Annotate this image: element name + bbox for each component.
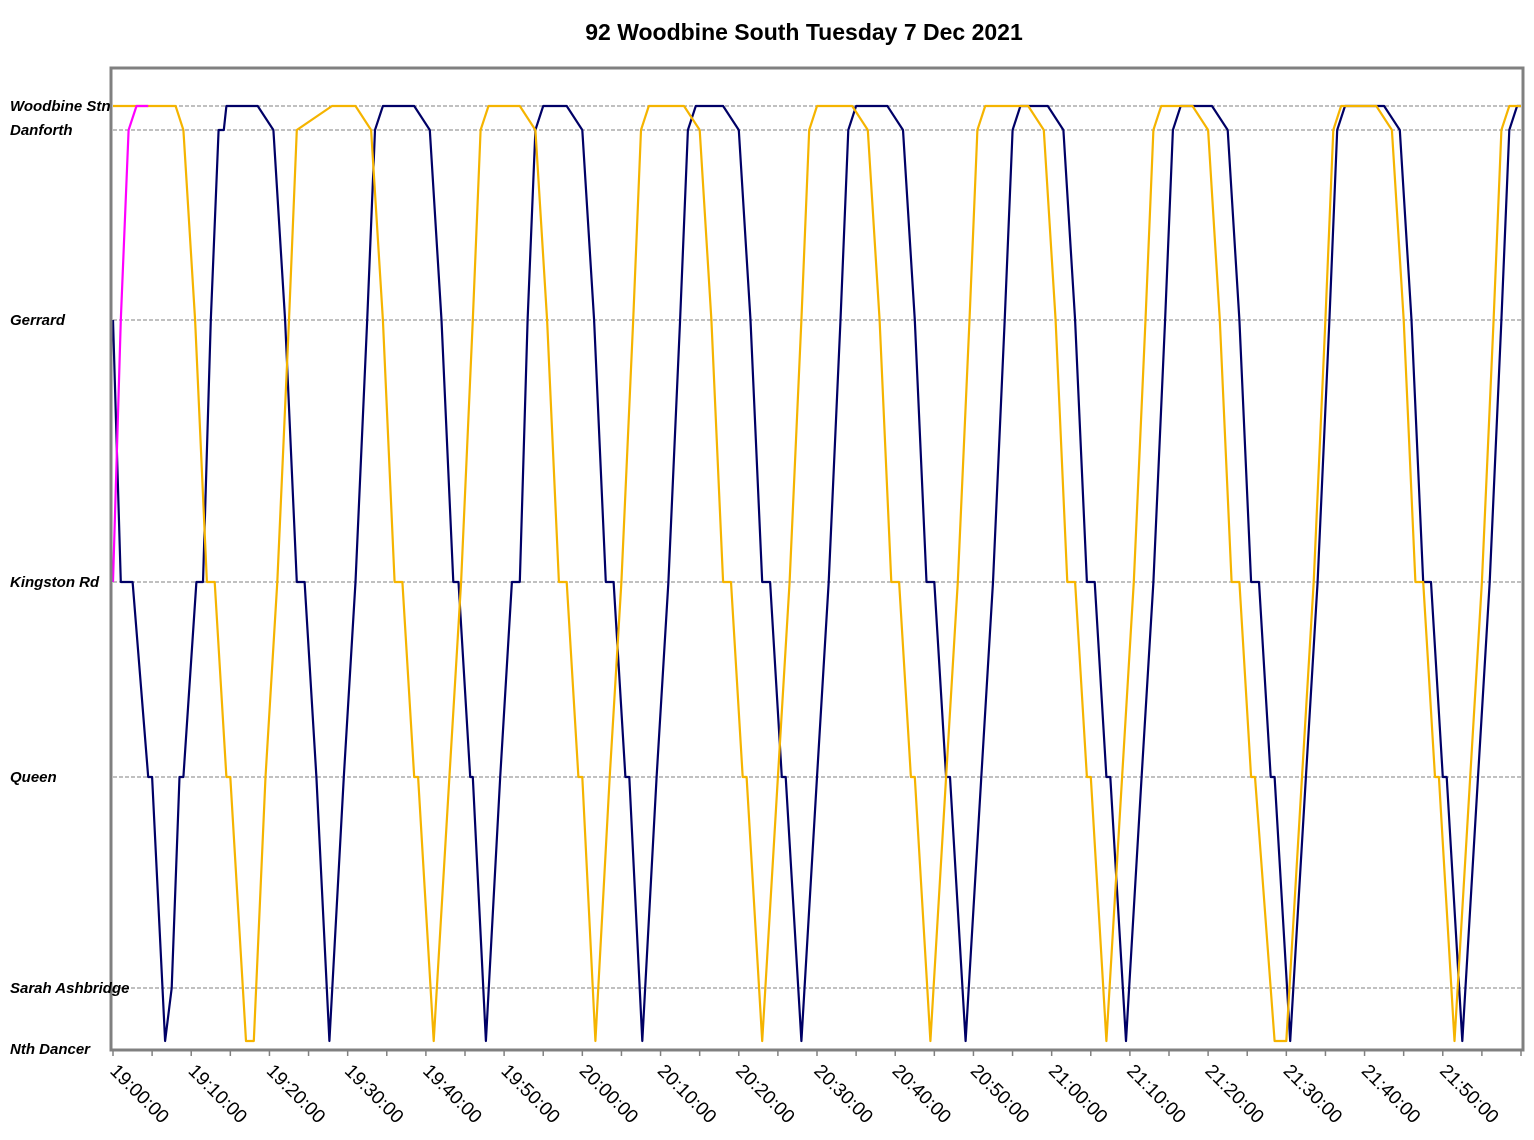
y-label-6: Nth Dancer bbox=[10, 1041, 91, 1058]
y-label-1: Danforth bbox=[10, 122, 73, 139]
series-line-2 bbox=[111, 104, 149, 583]
y-label-4: Queen bbox=[10, 769, 57, 786]
y-label-2: Gerrard bbox=[10, 312, 66, 329]
series-line-1 bbox=[113, 104, 1521, 1043]
y-axis-labels: Woodbine Stn Danforth Gerrard Kingston Rd Qu… bbox=[10, 98, 129, 1058]
y-label-5: Sarah Ashbridge bbox=[10, 980, 129, 997]
series-lines bbox=[111, 104, 1521, 1043]
y-label-3: Kingston Rd bbox=[10, 574, 100, 591]
series-line-0 bbox=[111, 104, 1521, 1043]
chart-title: 92 Woodbine South Tuesday 7 Dec 2021 bbox=[585, 19, 1023, 45]
y-label-0: Woodbine Stn bbox=[10, 98, 111, 115]
